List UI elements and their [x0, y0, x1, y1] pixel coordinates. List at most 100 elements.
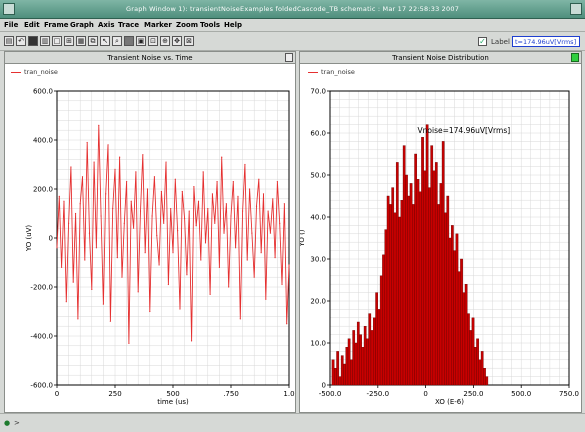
histogram-bar — [444, 212, 447, 386]
tran-noise-point — [258, 178, 260, 180]
right-legend[interactable]: tran_noise — [308, 68, 355, 76]
left-x-axis-label: time (us) — [157, 398, 189, 406]
tran-noise-point — [181, 190, 183, 193]
zoom-box-icon[interactable]: ⊠ — [184, 36, 194, 46]
tran-noise-point — [204, 242, 207, 244]
histogram-bar — [416, 178, 420, 386]
tran-noise-point — [265, 298, 267, 300]
histogram-bar — [455, 233, 459, 386]
tran-noise-point — [200, 259, 202, 261]
histogram-bar — [393, 212, 397, 386]
tran-noise-point — [214, 222, 216, 224]
histogram-bar — [377, 309, 381, 386]
tran-noise-point — [84, 259, 86, 261]
undo-icon[interactable]: ↶ — [16, 36, 26, 46]
histogram-bar — [375, 292, 378, 386]
window-title: Graph Window 1): transientNoiseExamples … — [125, 5, 460, 13]
tran-noise-point — [128, 342, 130, 344]
histogram-bar — [402, 145, 406, 386]
noise-distribution-plot[interactable]: -500.0 -250.0 0 250.0 500.0 750.0 0 10.0 20.0 30.… — [300, 65, 581, 413]
tran-noise-point — [56, 247, 58, 249]
tran-noise-point — [105, 193, 107, 195]
tran-noise-point — [102, 303, 104, 305]
active-indicator-icon[interactable] — [571, 53, 579, 62]
menu-file[interactable]: File — [4, 21, 19, 29]
tran-noise-point — [100, 215, 102, 217]
tran-noise-point — [153, 176, 156, 178]
histogram-bar — [462, 292, 466, 386]
toolbar: ▤ ↶ ▥ □ ⊞ ▦ ⧉ ↖ ⌕ ▣ ⊡ ⊕ ✥ ⊠ ✓ Label t=17… — [0, 32, 585, 51]
left-pane-title: Transient Noise vs. Time — [5, 52, 295, 64]
window-menu-icon[interactable] — [3, 3, 15, 15]
histogram-bar — [391, 187, 395, 386]
right-y-tick-label: 60.0 — [310, 130, 326, 138]
menu-edit[interactable]: Edit — [24, 21, 40, 29]
left-legend[interactable]: tran_noise — [11, 68, 58, 76]
menu-axis[interactable]: Axis — [98, 21, 115, 29]
left-x-tick-label: 500 — [166, 390, 179, 398]
transient-noise-plot[interactable]: 0 250 500 .750 1.0 -600.0 -400.0 -200.0 0 200.0 40… — [5, 65, 295, 413]
tran-noise-point — [188, 210, 190, 212]
tran-noise-point — [135, 171, 137, 173]
cursor-icon[interactable]: ↖ — [100, 36, 110, 46]
left-graph-pane[interactable]: Transient Noise vs. Time tran_noise 0 250… — [4, 51, 296, 413]
pane-maximize-icon[interactable] — [285, 53, 293, 62]
right-graph-pane[interactable]: Transient Noise Distribution tran_noise … — [299, 51, 582, 413]
menu-graph[interactable]: Graph — [70, 21, 94, 29]
fit-icon[interactable]: ⊡ — [148, 36, 158, 46]
histogram-bar — [448, 237, 452, 386]
tran-noise-point — [253, 276, 255, 278]
label-value-field[interactable]: t=174.96uV[Vrms] — [512, 36, 580, 47]
right-y-tick-label: 0 — [322, 382, 326, 390]
histogram-bar — [451, 225, 454, 386]
menu-zoom[interactable]: Zoom — [176, 21, 198, 29]
zoom-in-icon[interactable]: ⊕ — [160, 36, 170, 46]
menu-tools[interactable]: Tools — [200, 21, 221, 29]
pan-icon[interactable]: ✥ — [172, 36, 182, 46]
histogram-bar — [384, 229, 388, 386]
close-icon[interactable] — [570, 3, 582, 15]
title-bar[interactable]: Graph Window 1): transientNoiseExamples … — [0, 0, 585, 19]
command-prompt[interactable]: > — [14, 419, 20, 427]
tran-noise-point — [88, 232, 91, 234]
tran-noise-point — [232, 181, 234, 183]
menu-frame[interactable]: Frame — [44, 21, 69, 29]
tran-noise-point — [237, 195, 239, 197]
tran-noise-point — [246, 259, 248, 261]
tran-noise-point — [244, 163, 246, 166]
left-x-tick-label: 0 — [55, 390, 59, 398]
erase-icon[interactable] — [28, 36, 38, 46]
tran-noise-point — [68, 222, 70, 224]
tran-noise-point — [274, 257, 276, 259]
histogram-bar — [434, 162, 438, 386]
layers-icon[interactable]: ▦ — [76, 36, 86, 46]
menu-help[interactable]: Help — [224, 21, 243, 29]
magnify-icon[interactable]: ⌕ — [112, 36, 122, 46]
tran-noise-point — [184, 217, 186, 219]
menu-trace[interactable]: Trace — [118, 21, 140, 29]
strip-icon[interactable]: ▥ — [40, 36, 50, 46]
layout-icon[interactable]: ⊞ — [64, 36, 74, 46]
histogram-bar — [373, 317, 376, 386]
histogram-bar — [439, 183, 443, 386]
window-icon[interactable]: □ — [52, 36, 62, 46]
histogram-bar — [425, 124, 429, 386]
histogram-bar — [352, 330, 356, 386]
tran-noise-point — [163, 222, 165, 224]
bars-icon[interactable] — [124, 36, 134, 46]
legend-swatch — [308, 71, 318, 73]
copy-icon[interactable]: ⧉ — [88, 36, 98, 46]
label-checkbox[interactable]: ✓ — [478, 37, 487, 46]
histogram-bar — [418, 191, 422, 386]
print-icon[interactable]: ▤ — [4, 36, 14, 46]
tran-noise-point — [269, 232, 272, 234]
stack-icon[interactable]: ▣ — [136, 36, 146, 46]
menu-marker[interactable]: Marker — [144, 21, 172, 29]
histogram-bar — [398, 216, 401, 386]
tran-noise-point — [86, 141, 88, 144]
histogram-bar — [331, 359, 335, 386]
right-y-tick-label: 10.0 — [310, 340, 326, 348]
tran-noise-point — [172, 252, 174, 254]
tran-noise-point — [151, 215, 153, 217]
